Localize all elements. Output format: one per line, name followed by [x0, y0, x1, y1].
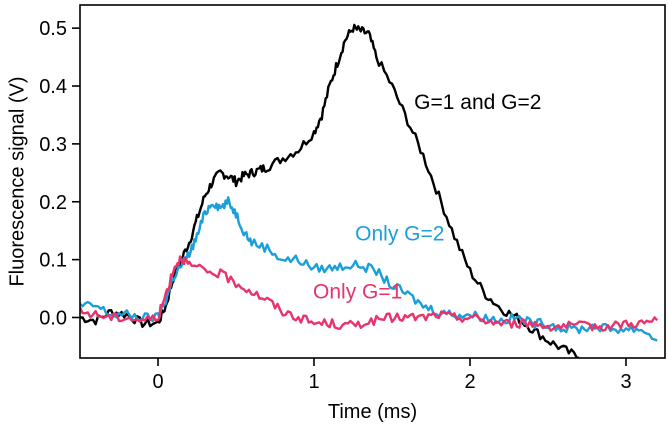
series-layer: [80, 23, 659, 358]
annotation-label: G=1 and G=2: [414, 91, 541, 114]
annotation-label: Only G=2: [355, 223, 444, 246]
x-tick-label: 0: [152, 371, 163, 393]
x-tick-label: 3: [620, 371, 631, 393]
y-axis-title: Fluorescence signal (V): [6, 76, 28, 286]
y-tick-label: 0.5: [39, 18, 67, 40]
y-tick-label: 0.0: [39, 307, 67, 329]
y-tick-label: 0.4: [39, 76, 67, 98]
series-line-1: [80, 23, 580, 358]
series-line-2: [80, 196, 658, 342]
y-tick-label: 0.1: [39, 250, 67, 272]
annotation-label: Only G=1: [313, 280, 402, 303]
x-tick-label: 1: [308, 371, 319, 393]
series-line-3: [80, 255, 659, 332]
ticks-layer: 0 1 2 3 0.0 0.1 0.2 0.3 0.4 0.5: [39, 18, 631, 393]
x-axis-title: Time (ms): [328, 401, 417, 423]
annotations-layer: G=1 and G=2 Only G=2 Only G=1: [313, 91, 541, 303]
y-tick-label: 0.2: [39, 192, 67, 214]
y-tick-label: 0.3: [39, 134, 67, 156]
x-tick-label: 2: [464, 371, 475, 393]
plot-frame: [79, 4, 666, 359]
